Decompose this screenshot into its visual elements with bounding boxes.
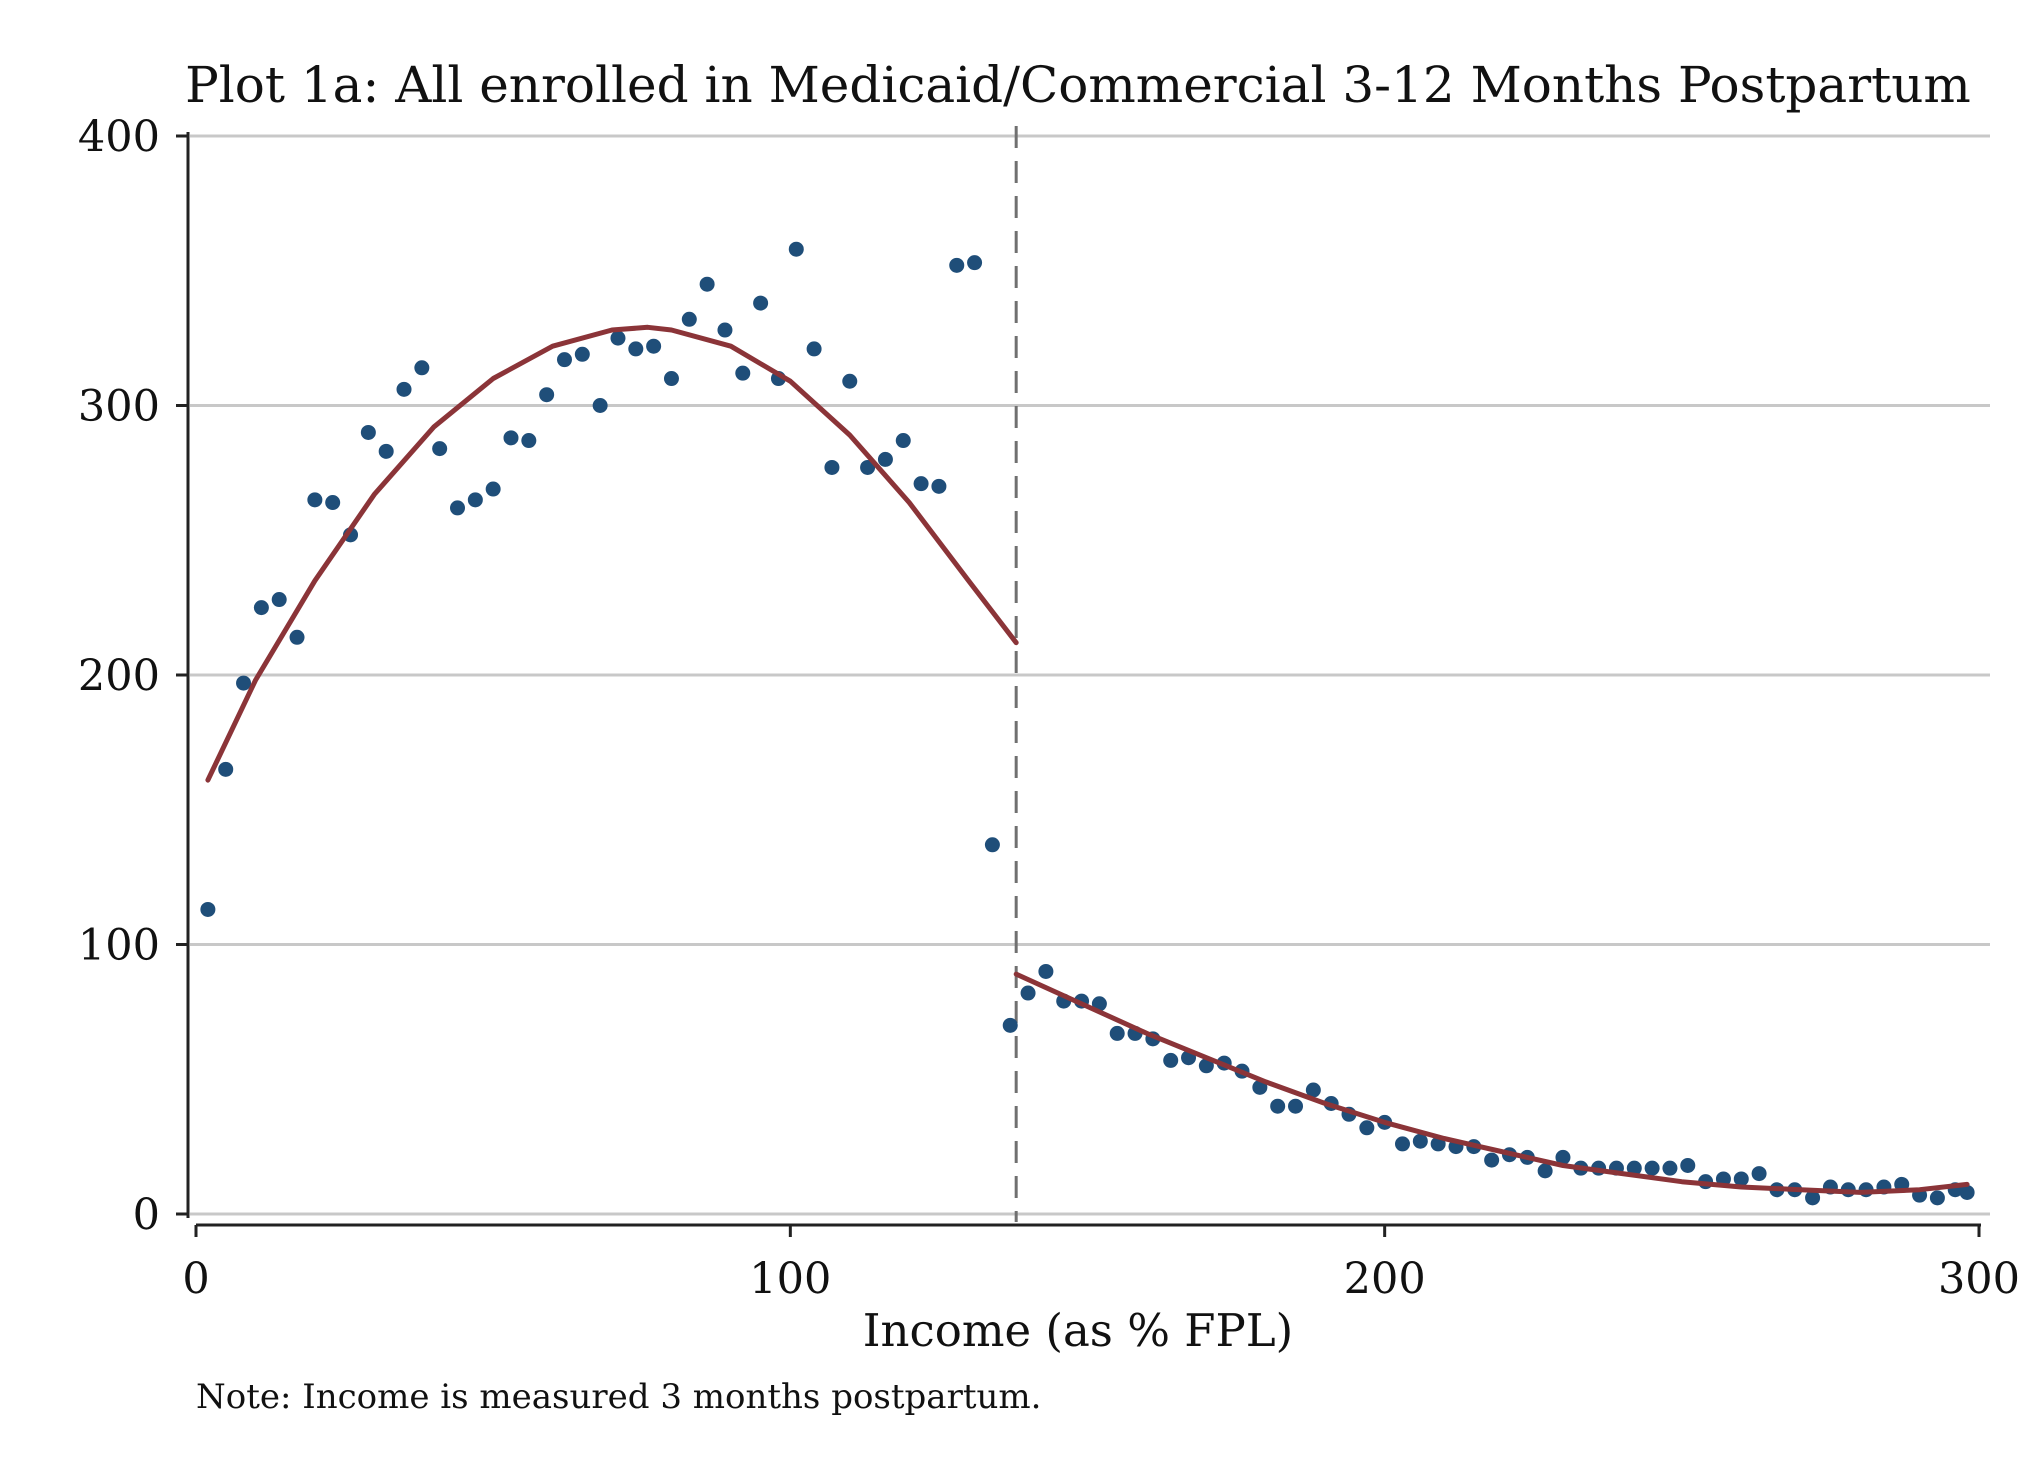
data-point [1394, 1136, 1410, 1152]
data-point [1359, 1120, 1375, 1136]
data-point [1662, 1160, 1678, 1176]
y-tick-label: 400 [78, 112, 160, 162]
data-point [325, 495, 341, 511]
data-point [1555, 1149, 1571, 1165]
x-tick-label: 100 [749, 1254, 831, 1304]
data-point [646, 338, 662, 354]
data-point [628, 341, 644, 357]
data-point [1020, 985, 1036, 1001]
data-point [218, 761, 234, 777]
data-point [1929, 1190, 1945, 1206]
data-point [467, 492, 483, 508]
fit-line [1013, 971, 1970, 1195]
data-point [788, 241, 804, 257]
data-point [432, 441, 448, 457]
x-tick-label: 300 [1938, 1254, 2020, 1304]
x-tick-label: 200 [1344, 1254, 1426, 1304]
data-point [1644, 1160, 1660, 1176]
data-point [895, 433, 911, 449]
data-point [842, 373, 858, 389]
data-point [253, 600, 269, 616]
data-point [1412, 1133, 1428, 1149]
data-point [396, 381, 412, 397]
data-point [1288, 1098, 1304, 1114]
data-point [913, 476, 929, 492]
data-point [503, 430, 519, 446]
data-point [860, 459, 876, 475]
data-point [1733, 1171, 1749, 1187]
gridlines [190, 134, 1990, 1216]
data-point [1959, 1184, 1975, 1200]
data-point [307, 492, 323, 508]
data-point [663, 371, 679, 387]
data-point [949, 257, 965, 273]
y-tick-label: 0 [133, 1190, 160, 1240]
data-point [753, 295, 769, 311]
data-point [1305, 1082, 1321, 1098]
data-point [1109, 1025, 1125, 1041]
data-point [735, 365, 751, 381]
data-point [271, 592, 287, 608]
y-tick-label: 300 [78, 382, 160, 432]
data-point [1626, 1160, 1642, 1176]
data-point [681, 311, 697, 327]
data-point [556, 352, 572, 368]
data-point [1198, 1058, 1214, 1074]
y-tick-label: 100 [78, 921, 160, 971]
data-point [360, 424, 376, 440]
data-point [1038, 963, 1054, 979]
data-point [592, 398, 608, 413]
data-point [1002, 1017, 1018, 1033]
fit-line [205, 324, 1019, 783]
data-point [200, 901, 216, 917]
data-point [485, 481, 501, 497]
data-point [824, 459, 840, 475]
data-point [1680, 1157, 1696, 1173]
data-point [1163, 1052, 1179, 1068]
data-point [378, 443, 394, 459]
data-point [806, 341, 822, 357]
data-point [967, 255, 983, 271]
data-point [414, 360, 430, 376]
data-point [610, 330, 626, 346]
x-tick-label: 0 [182, 1254, 209, 1304]
data-point [984, 837, 1000, 853]
data-point [450, 500, 466, 516]
data-point [574, 346, 590, 362]
data-point [539, 387, 555, 403]
fit-lines [205, 324, 1970, 1195]
data-point [1751, 1166, 1767, 1182]
data-point [699, 276, 715, 292]
data-point [717, 322, 733, 338]
data-point [1537, 1163, 1553, 1179]
y-tick-label: 200 [78, 651, 160, 701]
data-point [289, 629, 305, 645]
data-point [1270, 1098, 1286, 1114]
data-point [1805, 1190, 1821, 1206]
chart-title: Plot 1a: All enrolled in Medicaid/Commer… [185, 56, 1971, 114]
axes: 0 100 200 300 400 0 100 200 300 [78, 112, 2020, 1304]
data-point [236, 675, 252, 691]
x-axis-title: Income (as % FPL) [863, 1304, 1293, 1357]
scatter-points [200, 241, 1975, 1206]
data-point [931, 478, 947, 494]
chart-note: Note: Income is measured 3 months postpa… [196, 1377, 1041, 1417]
data-point [521, 433, 537, 449]
data-point [877, 451, 893, 467]
data-point [1484, 1152, 1500, 1168]
